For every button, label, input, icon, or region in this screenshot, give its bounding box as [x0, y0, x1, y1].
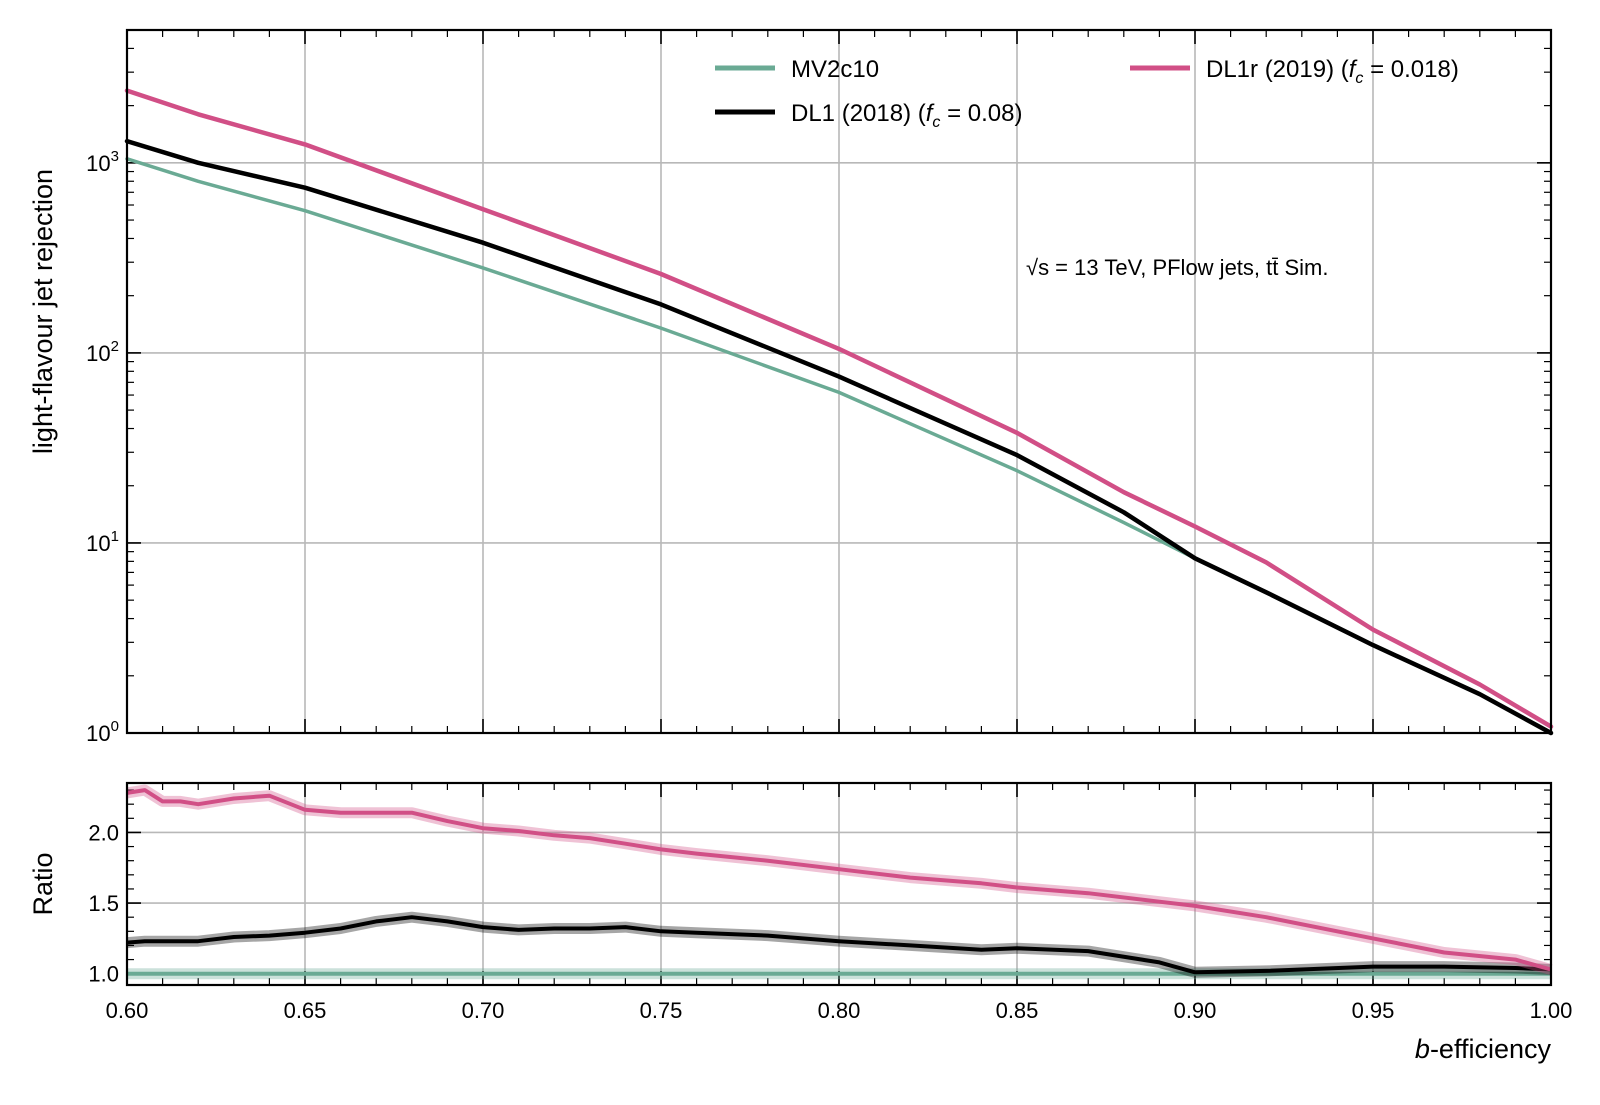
series-line-dl1 [124, 138, 1554, 736]
ratio-line-dl1 [126, 915, 1552, 975]
xtick-label: 0.70 [462, 998, 505, 1023]
ratio-line-dl1r [126, 788, 1552, 972]
series-line-dl1r [124, 88, 1554, 729]
ratio-frame [125, 781, 1553, 987]
xtick-label: 0.85 [996, 998, 1039, 1023]
ratio-ylabel: Ratio [28, 852, 58, 915]
ratio-ytick-label: 1.0 [88, 962, 119, 987]
xtick-label: 1.00 [1530, 998, 1573, 1023]
ratio-series [126, 784, 1553, 980]
ratio-ytick-label: 1.5 [88, 891, 119, 916]
main-frame [125, 28, 1553, 735]
xtick-label: 0.75 [640, 998, 683, 1023]
xtick-label: 0.90 [1174, 998, 1217, 1023]
xtick-label: 0.80 [818, 998, 861, 1023]
main-ytick-label: 102 [86, 338, 119, 366]
ratio-ticks [126, 783, 1552, 985]
legend-label-dl1r: DL1r (2019) (fc = 0.018) [1206, 56, 1459, 87]
ratio-ytick-label: 2.0 [88, 820, 119, 845]
xtick-label: 0.65 [284, 998, 327, 1023]
legend-label-dl1: DL1 (2018) (fc = 0.08) [791, 100, 1022, 131]
main-ytick-label: 101 [86, 528, 119, 556]
main-series [124, 88, 1554, 736]
main-ylabel: light-flavour jet rejection [28, 169, 58, 454]
annotation-text: √s = 13 TeV, PFlow jets, tt̄ Sim. [1026, 255, 1328, 280]
main-ytick-label: 100 [86, 718, 119, 746]
xlabel: b-efficiency [1415, 1034, 1552, 1064]
legend-label-mv2c10: MV2c10 [791, 56, 879, 83]
xtick-label: 0.95 [1352, 998, 1395, 1023]
main-ytick-label: 103 [86, 148, 119, 176]
legend: MV2c10 DL1 (2018) (fc = 0.08) DL1r (2019) … [715, 56, 1459, 131]
xtick-label: 0.60 [106, 998, 149, 1023]
